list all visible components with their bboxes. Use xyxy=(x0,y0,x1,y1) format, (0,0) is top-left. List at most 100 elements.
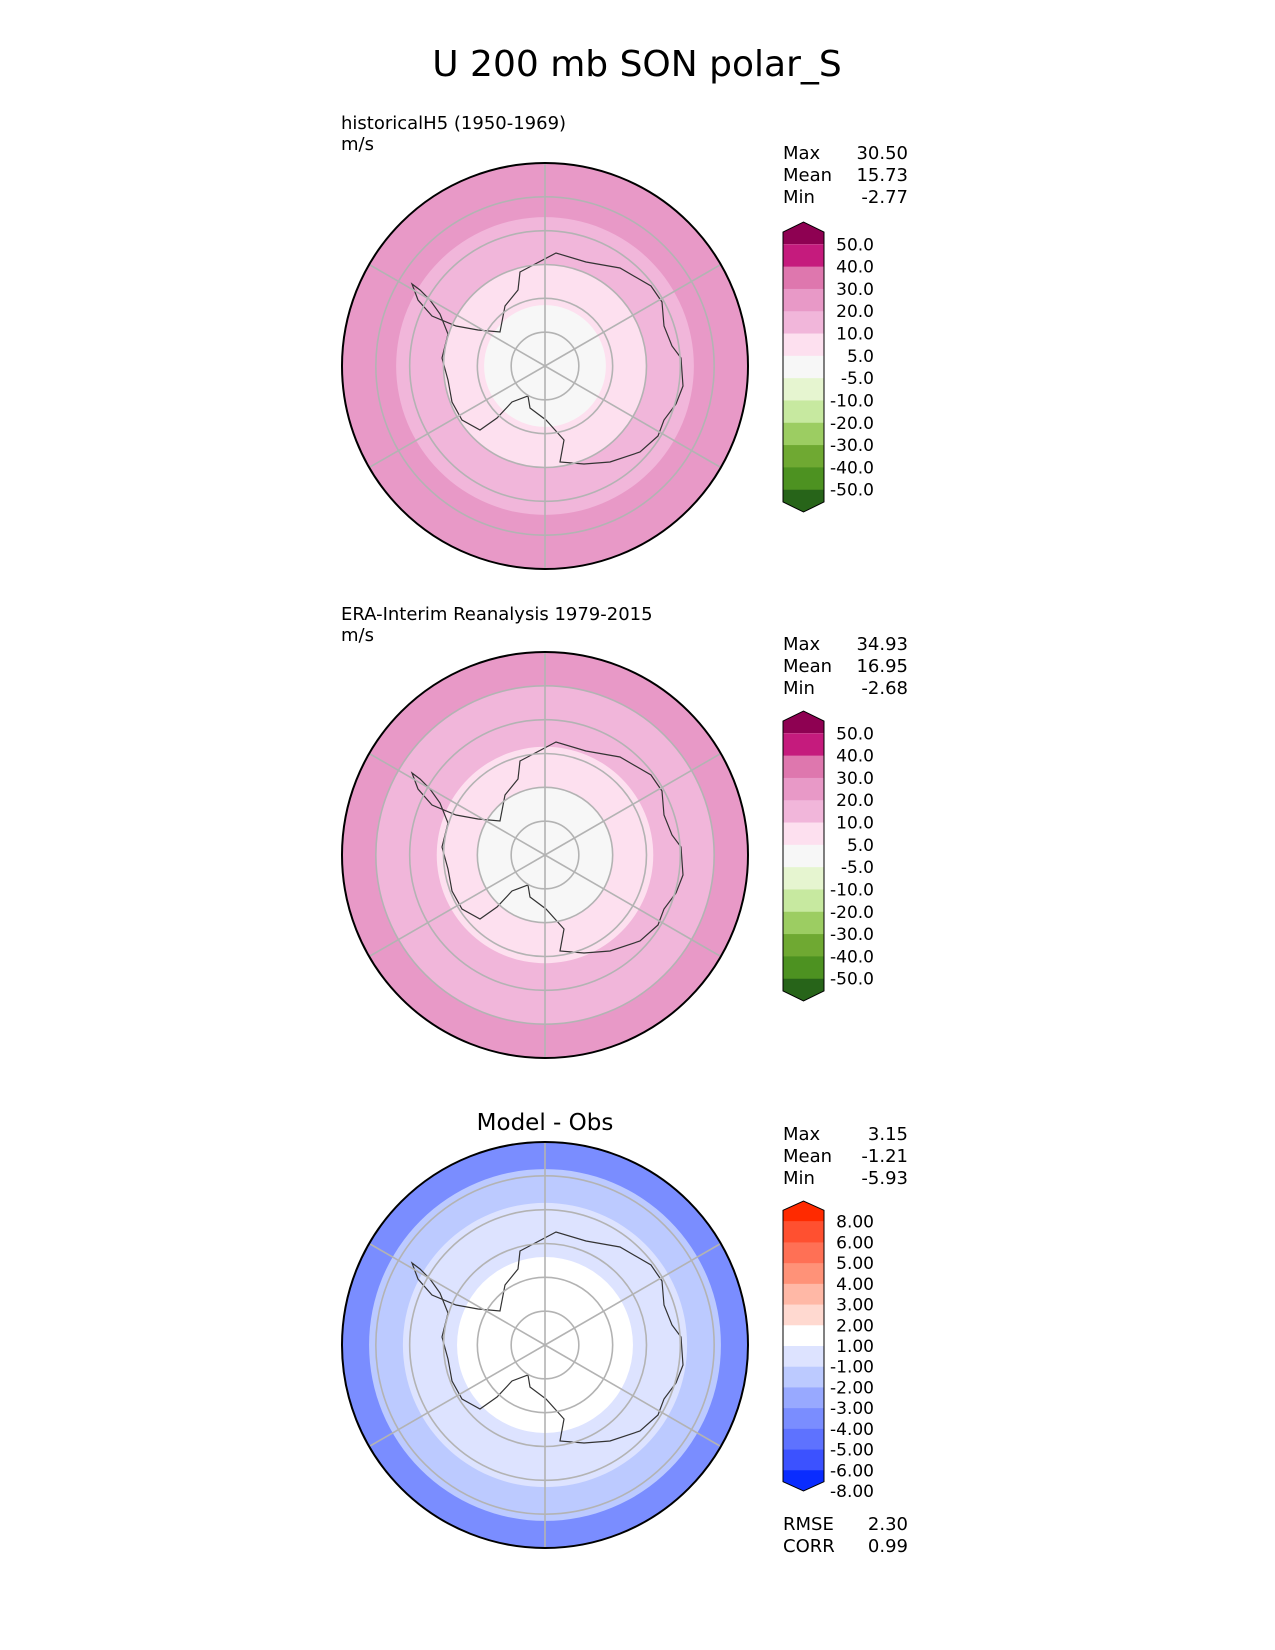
colorbar-segment xyxy=(783,1242,824,1264)
colorbar-segment xyxy=(783,1449,824,1471)
colorbar-segment xyxy=(783,400,824,424)
colorbar-segment xyxy=(783,1408,824,1430)
metric-rmse-value: 2.30 xyxy=(868,1514,908,1535)
colorbar-segment xyxy=(783,911,824,935)
meridian-line xyxy=(544,263,722,367)
colorbar-difference: 8.006.005.004.003.002.001.00-1.00-2.00-3… xyxy=(782,1200,874,1502)
panel-difference: Model - Obs Max 3.15 Mean -1.21 Min -5.9… xyxy=(341,1110,908,1557)
colorbar-segment xyxy=(783,311,824,335)
stat-max-label: Max xyxy=(783,143,821,164)
panel-test-units: m/s xyxy=(341,134,374,155)
meridian-line xyxy=(368,854,546,958)
meridian-line xyxy=(544,752,722,856)
panel-reference: ERA-Interim Reanalysis 1979-2015 m/s Max… xyxy=(341,604,908,1059)
colorbar-tick-label: 5.00 xyxy=(836,1254,874,1274)
colorbar-tick-label: 40.0 xyxy=(836,258,874,278)
colorbar-segment xyxy=(783,1387,824,1409)
stat-max-value: 30.50 xyxy=(856,143,908,164)
metric-rmse-label: RMSE xyxy=(783,1514,834,1535)
colorbar-segment xyxy=(783,800,824,824)
colorbar-segment xyxy=(783,244,824,268)
panel-test-stats: Max 30.50 Mean 15.73 Min -2.77 xyxy=(783,143,908,208)
meridian-line xyxy=(368,1344,546,1448)
panel-difference-title: Model - Obs xyxy=(477,1110,614,1136)
panel-difference-stats: Max 3.15 Mean -1.21 Min -5.93 xyxy=(783,1124,908,1189)
stat-mean-label: Mean xyxy=(783,656,832,677)
colorbar-tick-label: -40.0 xyxy=(830,458,874,478)
stat-mean-label: Mean xyxy=(783,1146,832,1167)
colorbar-tick-label: 30.0 xyxy=(836,280,874,300)
polar-map-reference xyxy=(341,651,749,1059)
colorbar-segment xyxy=(783,1221,824,1243)
colorbar-segment xyxy=(783,445,824,468)
stat-min-value: -2.68 xyxy=(861,678,908,699)
colorbar-tick-label: -5.0 xyxy=(841,858,874,878)
colorbar-tick-label: -6.00 xyxy=(830,1461,874,1481)
colorbar-segment xyxy=(783,956,824,980)
colorbar-test: 50.0 40.030.020.0 10.05.0-5.0-10.0 -20.0-30… xyxy=(782,221,874,513)
stat-min-label: Min xyxy=(783,1168,815,1189)
colorbar-extension-max xyxy=(783,1201,824,1222)
colorbar-tick-label: 20.0 xyxy=(836,791,874,811)
colorbar-tick-label: 40.0 xyxy=(836,747,874,767)
meridian-line xyxy=(544,854,722,958)
meridian-line xyxy=(368,752,546,856)
colorbar-segment xyxy=(783,934,824,957)
colorbar-segment xyxy=(783,733,824,757)
colorbar-tick-label: 4.00 xyxy=(836,1275,874,1295)
panel-reference-stats: Max 34.93 Mean 16.95 Min -2.68 xyxy=(783,634,908,699)
colorbar-tick-label: -5.00 xyxy=(830,1441,874,1461)
panel-reference-units: m/s xyxy=(341,625,374,646)
colorbar-tick-label: 10.0 xyxy=(836,814,874,834)
stat-mean-label: Mean xyxy=(783,165,832,186)
colorbar-tick-label: -40.0 xyxy=(830,947,874,967)
colorbar-tick-label: -1.00 xyxy=(830,1358,874,1378)
colorbar-tick-label: -4.00 xyxy=(830,1420,874,1440)
colorbar-tick-label: 2.00 xyxy=(836,1316,874,1336)
stat-min-value: -2.77 xyxy=(861,187,908,208)
panel-test-title: historicalH5 (1950-1969) xyxy=(341,113,566,134)
colorbar-outline xyxy=(782,1200,825,1492)
meridian-line xyxy=(544,1344,722,1448)
colorbar-segment xyxy=(783,288,824,312)
meridian-line xyxy=(544,365,722,469)
colorbar-extension-min xyxy=(783,489,824,512)
colorbar-segment xyxy=(783,1263,824,1285)
colorbar-extension-min xyxy=(783,1470,824,1491)
colorbar-reference: 50.0 40.030.020.0 10.05.0-5.0-10.0 -20.0-30… xyxy=(782,710,874,1002)
colorbar-tick-label: 50.0 xyxy=(836,235,874,255)
colorbar-tick-label: -2.00 xyxy=(830,1378,874,1398)
colorbar-tick-label: 20.0 xyxy=(836,302,874,322)
colorbar-tick-label: 10.0 xyxy=(836,325,874,345)
map-boundary xyxy=(341,651,749,1059)
polar-map-difference xyxy=(341,1141,749,1549)
panel-difference-metrics: RMSE 2.30 CORR 0.99 xyxy=(783,1514,908,1557)
colorbar-tick-label: 8.00 xyxy=(836,1213,874,1233)
panel-test: historicalH5 (1950-1969) m/s Max 30.50 M… xyxy=(341,113,908,570)
colorbar-extension-max xyxy=(783,711,824,734)
stat-max-value: 3.15 xyxy=(868,1124,908,1145)
stat-mean-value: 16.95 xyxy=(856,656,908,677)
colorbar-tick-label: -10.0 xyxy=(830,880,874,900)
map-boundary xyxy=(341,1141,749,1549)
colorbar-segment xyxy=(783,822,824,846)
metric-corr-label: CORR xyxy=(783,1536,835,1557)
stat-max-label: Max xyxy=(783,1124,821,1145)
colorbar-outline xyxy=(782,221,825,513)
colorbar-tick-label: 6.00 xyxy=(836,1233,874,1253)
stat-min-value: -5.93 xyxy=(861,1168,908,1189)
colorbar-segment xyxy=(783,355,824,379)
colorbar-tick-label: 3.00 xyxy=(836,1296,874,1316)
colorbar-tick-label: 5.0 xyxy=(847,347,874,367)
colorbar-segment xyxy=(783,867,824,890)
meridian-line xyxy=(544,1242,722,1346)
colorbar-segment xyxy=(783,844,824,868)
colorbar-segment xyxy=(783,1346,824,1368)
colorbar-segment xyxy=(783,422,824,446)
colorbar-tick-label: -8.00 xyxy=(830,1482,874,1502)
colorbar-tick-label: -30.0 xyxy=(830,436,874,456)
polar-map-test xyxy=(341,162,749,570)
meridian-line xyxy=(368,365,546,469)
colorbar-tick-label: -10.0 xyxy=(830,391,874,411)
